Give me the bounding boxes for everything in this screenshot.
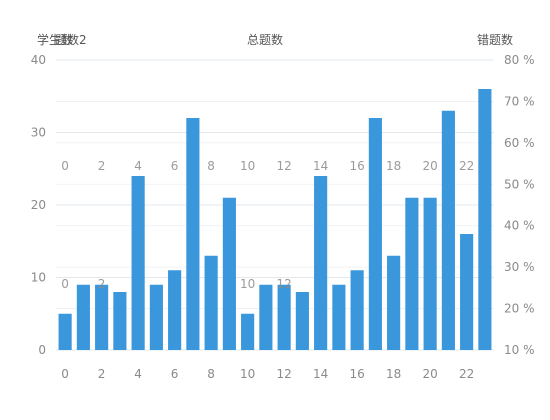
ghost-tick-label-upper: 2 [98,159,106,173]
bar-3 [113,292,127,350]
bar-16 [350,270,364,350]
y-left-tick-label: 30 [31,126,46,140]
x-tick-label: 14 [313,367,328,381]
x-tick-label: 6 [171,367,179,381]
y-right-tick-label: 40 % [504,219,535,233]
y-right-tick-label: 20 % [504,302,535,316]
bar-5 [149,284,163,350]
y-right-tick-label: 80 % [504,53,535,67]
top-axis-title: 总题数 [247,32,283,47]
y-right-tick-label: 50 % [504,177,535,191]
x-tick-label: 22 [459,367,474,381]
bar-4 [131,176,145,350]
y-right-tick-label: 70 % [504,94,535,108]
x-tick-label: 10 [240,367,255,381]
ghost-tick-label-upper: 6 [171,159,179,173]
bar-13 [295,292,309,350]
y-right-tick-label: 10 % [504,343,535,357]
x-tick-label: 0 [61,367,69,381]
ghost-tick-label-upper: 16 [349,159,364,173]
bar-series [58,89,492,350]
ghost-tick-label-lower: 12 [276,277,291,291]
ghost-tick-label-upper: 20 [422,159,437,173]
x-tick-label: 8 [207,367,215,381]
bar-22 [460,234,474,350]
ghost-tick-label-lower: 10 [240,277,255,291]
ghost-tick-label-lower: 2 [98,277,106,291]
ghost-tick-label-lower: 0 [61,277,69,291]
ghost-tick-label-upper: 22 [459,159,474,173]
x-tick-label: 4 [134,367,142,381]
x-tick-label: 12 [276,367,291,381]
ghost-tick-label-upper: 18 [386,159,401,173]
bar-12 [277,284,291,350]
bar-15 [332,284,346,350]
grid-lines [56,59,494,351]
left-axis-title: 学生数 [37,32,73,47]
y-left-tick-label: 10 [31,271,46,285]
ghost-tick-label-upper: 10 [240,159,255,173]
ghost-tick-label-upper: 14 [313,159,328,173]
bar-1 [76,284,90,350]
bar-6 [168,270,182,350]
x-tick-label: 18 [386,367,401,381]
right-axis-title: 错题数 [477,32,513,47]
y-left-tick-label: 40 [31,53,46,67]
y-left-tick-label: 20 [31,198,46,212]
ghost-tick-label-upper: 4 [134,159,142,173]
bar-11 [259,284,273,350]
ghost-tick-label-upper: 12 [276,159,291,173]
bar-2 [95,284,109,350]
bar-18 [387,255,401,350]
bar-8 [204,255,218,350]
bar-23 [478,89,492,350]
bar-21 [441,110,455,350]
x-tick-label: 20 [422,367,437,381]
bar-0 [58,313,72,350]
y-left-tick-label: 0 [38,343,46,357]
bar-9 [222,197,236,350]
bar-20 [423,197,437,350]
ghost-tick-label-upper: 8 [207,159,215,173]
bar-19 [405,197,419,350]
ghost-tick-label-upper: 0 [61,159,69,173]
x-tick-label: 16 [349,367,364,381]
left-axis-title-overlap: 题数2 [55,32,87,47]
bar-14 [314,176,328,350]
y-right-tick-label: 30 % [504,260,535,274]
y-right-tick-label: 60 % [504,136,535,150]
x-tick-label: 2 [98,367,106,381]
bar-17 [368,118,382,350]
bar-7 [186,118,200,350]
bar-10 [241,313,255,350]
